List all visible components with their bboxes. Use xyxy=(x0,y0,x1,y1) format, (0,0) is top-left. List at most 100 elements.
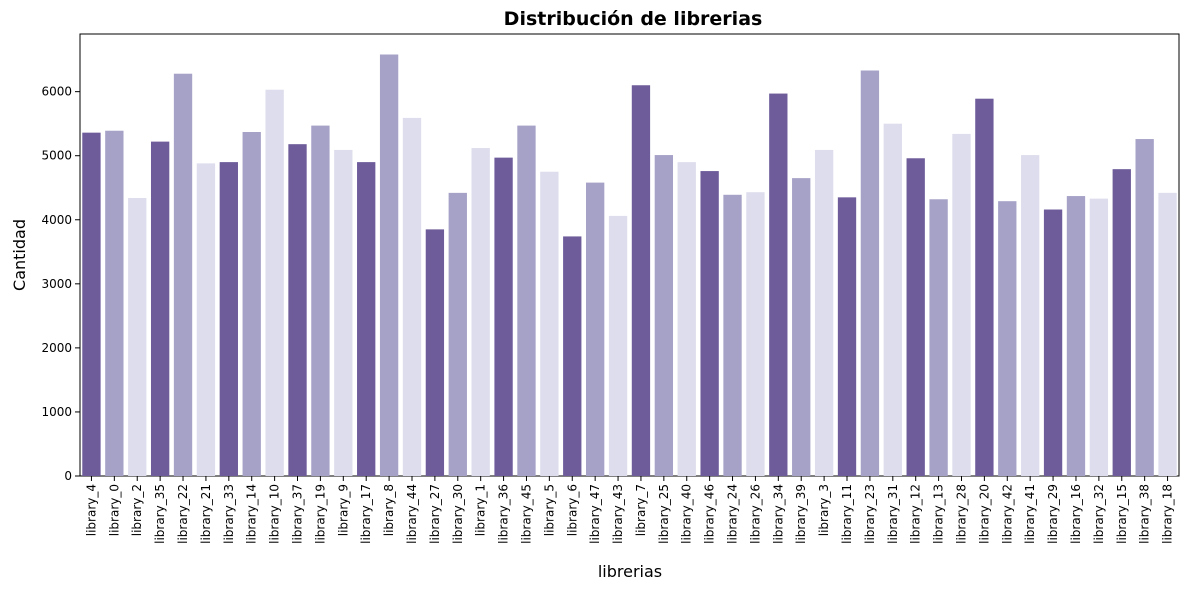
bar-library_40 xyxy=(677,162,696,476)
bar-library_0 xyxy=(105,130,124,477)
bar-library_43 xyxy=(608,215,628,477)
bar-library_8 xyxy=(379,54,399,476)
x-tick-label: library_21 xyxy=(199,484,213,544)
bar-library_6 xyxy=(563,236,582,476)
x-tick-label: library_41 xyxy=(1023,484,1037,544)
x-tick-label: library_0 xyxy=(107,484,121,536)
x-tick-label: library_47 xyxy=(588,484,602,544)
x-tick-label: library_10 xyxy=(268,484,282,544)
x-tick-label: library_37 xyxy=(291,484,305,544)
bar-library_33 xyxy=(219,162,238,476)
bar-library_38 xyxy=(1135,139,1154,476)
bar-library_29 xyxy=(1043,209,1063,476)
x-tick-label: library_28 xyxy=(954,484,968,544)
x-tick-label: library_5 xyxy=(542,484,556,536)
bar-library_2 xyxy=(128,197,147,477)
chart-title: Distribución de librerias xyxy=(504,8,763,30)
bar-library_27 xyxy=(425,229,445,476)
x-tick-label: library_19 xyxy=(313,484,327,544)
bar-library_22 xyxy=(173,73,193,476)
y-axis-title: Cantidad xyxy=(10,219,29,291)
bar-library_19 xyxy=(311,125,330,476)
x-tick-label: library_14 xyxy=(245,484,259,544)
y-tick-label: 0 xyxy=(64,469,72,483)
x-tick-label: library_23 xyxy=(863,484,877,544)
y-tick-label: 6000 xyxy=(41,85,72,99)
x-tick-label: library_45 xyxy=(519,484,533,544)
x-tick-label: library_24 xyxy=(726,484,740,544)
bar-library_16 xyxy=(1066,196,1086,476)
bar-library_21 xyxy=(196,163,216,476)
bar-library_35 xyxy=(150,141,170,476)
bar-library_15 xyxy=(1112,169,1131,476)
bar-library_39 xyxy=(792,178,811,476)
plot-frame xyxy=(79,33,1180,477)
bar-library_20 xyxy=(975,98,994,476)
bar-library_7 xyxy=(631,85,651,476)
x-tick-label: library_16 xyxy=(1069,484,1083,544)
x-tick-label: library_7 xyxy=(634,484,648,536)
x-tick-label: library_3 xyxy=(817,484,831,536)
bar-library_1 xyxy=(471,148,490,476)
y-axis: 0 1000 2000 3000 4000 5000 6000 xyxy=(41,85,80,483)
y-tick-label: 1000 xyxy=(41,405,72,419)
bar-library_37 xyxy=(288,144,307,476)
x-tick-label: library_22 xyxy=(176,484,190,544)
bar-library_32 xyxy=(1089,198,1109,476)
plot-area xyxy=(79,33,1180,477)
x-tick-label: library_38 xyxy=(1138,484,1152,544)
bar-library_46 xyxy=(700,171,719,476)
bars xyxy=(82,54,1177,477)
x-tick-label: library_8 xyxy=(382,484,396,536)
x-tick-label: library_2 xyxy=(130,484,144,536)
bar-library_44 xyxy=(402,117,422,477)
x-tick-label: library_9 xyxy=(336,484,350,536)
x-tick-label: library_44 xyxy=(405,484,419,544)
x-tick-label: library_32 xyxy=(1092,484,1106,544)
x-tick-label: library_6 xyxy=(565,484,579,536)
x-tick-label: library_26 xyxy=(748,484,762,544)
bar-library_25 xyxy=(654,155,674,476)
bar-library_26 xyxy=(746,192,765,476)
x-tick-label: library_39 xyxy=(794,484,808,544)
x-tick-label: library_33 xyxy=(222,484,236,544)
bar-library_42 xyxy=(998,201,1017,476)
y-tick-label: 4000 xyxy=(41,213,72,227)
bar-library_34 xyxy=(769,93,788,476)
bar-library_3 xyxy=(814,149,834,476)
bar-library_14 xyxy=(242,132,261,476)
x-tick-label: library_42 xyxy=(1000,484,1014,544)
y-tick-label: 5000 xyxy=(41,149,72,163)
bar-library_36 xyxy=(494,157,513,476)
x-tick-label: library_11 xyxy=(840,484,854,544)
x-tick-label: library_30 xyxy=(451,484,465,544)
bar-library_41 xyxy=(1021,155,1040,476)
bar-library_31 xyxy=(883,123,902,477)
x-tick-label: library_17 xyxy=(359,484,373,544)
bar-library_13 xyxy=(929,199,948,476)
bar-library_47 xyxy=(586,182,605,477)
x-tick-label: library_13 xyxy=(932,484,946,544)
x-tick-label: library_18 xyxy=(1161,484,1175,544)
bar-library_18 xyxy=(1158,192,1177,477)
bar-library_9 xyxy=(334,149,353,476)
x-axis: library_4 library_0 library_2 library_35 lib… xyxy=(84,476,1175,544)
bar-library_24 xyxy=(723,194,742,477)
x-tick-label: library_36 xyxy=(497,484,511,544)
x-tick-label: library_35 xyxy=(153,484,167,544)
x-tick-label: library_25 xyxy=(657,484,671,544)
x-tick-label: library_20 xyxy=(977,484,991,544)
y-tick-label: 2000 xyxy=(41,341,72,355)
bar-library_12 xyxy=(906,158,925,476)
x-tick-label: library_43 xyxy=(611,484,625,544)
bar-library_30 xyxy=(448,192,467,477)
x-tick-label: library_1 xyxy=(474,484,488,536)
x-tick-label: library_40 xyxy=(680,484,694,544)
x-tick-label: library_15 xyxy=(1115,484,1129,544)
bar-library_23 xyxy=(860,70,880,476)
x-tick-label: library_4 xyxy=(84,484,98,536)
x-tick-label: library_12 xyxy=(909,484,923,544)
x-tick-label: library_29 xyxy=(1046,484,1060,544)
x-axis-title: librerias xyxy=(598,562,662,581)
